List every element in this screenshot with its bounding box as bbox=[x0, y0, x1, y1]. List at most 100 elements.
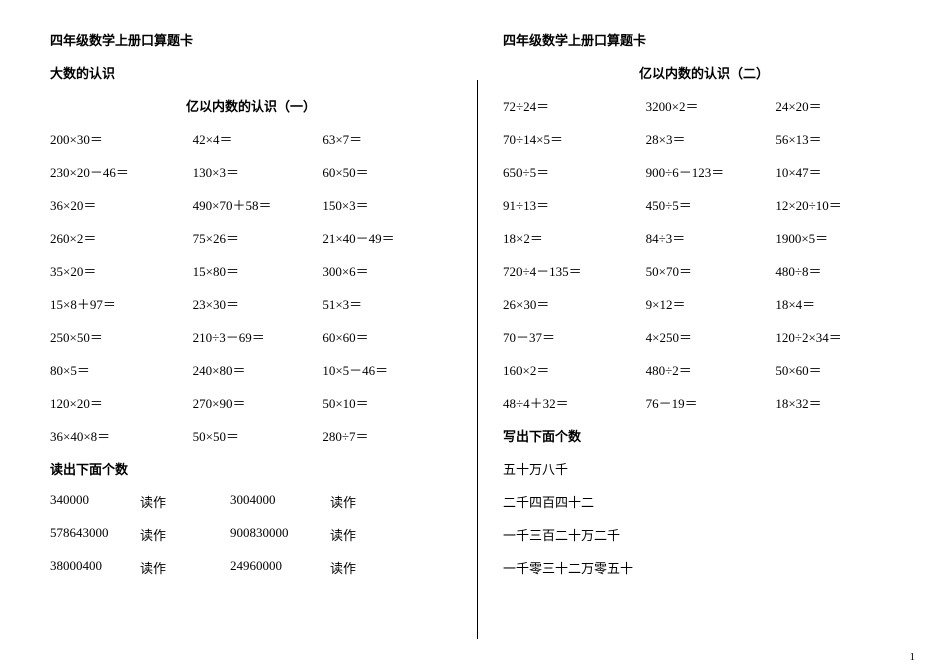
math-row: 120×20＝ 270×90＝ 50×10＝ bbox=[50, 393, 452, 412]
read-number: 3004000 bbox=[230, 492, 330, 511]
math-cell: 900÷6－123＝ bbox=[646, 162, 776, 181]
math-cell: 48÷4＋32＝ bbox=[503, 393, 646, 412]
write-line: 二千四百四十二 bbox=[503, 492, 905, 511]
read-row: 38000400 读作 24960000 读作 bbox=[50, 558, 452, 577]
math-row: 80×5＝ 240×80＝ 10×5－46＝ bbox=[50, 360, 452, 379]
math-cell: 70÷14×5＝ bbox=[503, 129, 646, 148]
math-cell: 130×3＝ bbox=[193, 162, 323, 181]
math-cell: 56×13＝ bbox=[775, 129, 905, 148]
math-cell: 50×50＝ bbox=[193, 426, 323, 445]
page-title-left: 四年级数学上册口算题卡 bbox=[50, 30, 452, 49]
section-subtitle-left-1: 大数的认识 bbox=[50, 63, 452, 82]
math-cell: 70－37＝ bbox=[503, 327, 646, 346]
math-cell: 72÷24＝ bbox=[503, 96, 646, 115]
math-cell: 50×70＝ bbox=[646, 261, 776, 280]
math-cell: 200×30＝ bbox=[50, 129, 193, 148]
math-row: 15×8＋97＝ 23×30＝ 51×3＝ bbox=[50, 294, 452, 313]
math-row: 72÷24＝ 3200×2＝ 24×20＝ bbox=[503, 96, 905, 115]
math-cell: 1900×5＝ bbox=[775, 228, 905, 247]
math-cell: 60×50＝ bbox=[322, 162, 452, 181]
math-row: 650÷5＝ 900÷6－123＝ 10×47＝ bbox=[503, 162, 905, 181]
math-cell: 18×32＝ bbox=[775, 393, 905, 412]
math-cell: 650÷5＝ bbox=[503, 162, 646, 181]
math-cell: 36×40×8＝ bbox=[50, 426, 193, 445]
read-number: 900830000 bbox=[230, 525, 330, 544]
math-cell: 120÷2×34＝ bbox=[775, 327, 905, 346]
math-cell: 18×2＝ bbox=[503, 228, 646, 247]
math-cell: 270×90＝ bbox=[193, 393, 323, 412]
readout-heading: 读出下面个数 bbox=[50, 459, 452, 478]
read-label: 读作 bbox=[330, 558, 390, 577]
page-title-right: 四年级数学上册口算题卡 bbox=[503, 30, 905, 49]
math-cell: 120×20＝ bbox=[50, 393, 193, 412]
math-cell: 160×2＝ bbox=[503, 360, 646, 379]
read-label: 读作 bbox=[330, 525, 390, 544]
math-cell: 24×20＝ bbox=[775, 96, 905, 115]
math-cell: 91÷13＝ bbox=[503, 195, 646, 214]
math-row: 18×2＝ 84÷3＝ 1900×5＝ bbox=[503, 228, 905, 247]
math-cell: 480÷2＝ bbox=[646, 360, 776, 379]
math-cell: 720÷4－135＝ bbox=[503, 261, 646, 280]
right-column: 四年级数学上册口算题卡 亿以内数的认识（二） 72÷24＝ 3200×2＝ 24… bbox=[478, 30, 905, 659]
math-cell: 50×10＝ bbox=[322, 393, 452, 412]
math-row: 260×2＝ 75×26＝ 21×40－49＝ bbox=[50, 228, 452, 247]
read-label: 读作 bbox=[140, 558, 230, 577]
math-cell: 450÷5＝ bbox=[646, 195, 776, 214]
math-cell: 240×80＝ bbox=[193, 360, 323, 379]
write-heading: 写出下面个数 bbox=[503, 426, 905, 445]
math-cell: 51×3＝ bbox=[322, 294, 452, 313]
math-cell: 35×20＝ bbox=[50, 261, 193, 280]
read-label: 读作 bbox=[140, 492, 230, 511]
math-row: 160×2＝ 480÷2＝ 50×60＝ bbox=[503, 360, 905, 379]
math-row: 26×30＝ 9×12＝ 18×4＝ bbox=[503, 294, 905, 313]
math-cell: 3200×2＝ bbox=[646, 96, 776, 115]
math-cell: 4×250＝ bbox=[646, 327, 776, 346]
section-subtitle-left-2: 亿以内数的认识（一） bbox=[50, 96, 452, 115]
math-cell: 15×8＋97＝ bbox=[50, 294, 193, 313]
math-row: 250×50＝ 210÷3－69＝ 60×60＝ bbox=[50, 327, 452, 346]
write-line: 五十万八千 bbox=[503, 459, 905, 478]
math-row: 230×20－46＝ 130×3＝ 60×50＝ bbox=[50, 162, 452, 181]
math-cell: 300×6＝ bbox=[322, 261, 452, 280]
math-cell: 280÷7＝ bbox=[322, 426, 452, 445]
math-cell: 210÷3－69＝ bbox=[193, 327, 323, 346]
section-subtitle-right: 亿以内数的认识（二） bbox=[503, 63, 905, 82]
math-cell: 9×12＝ bbox=[646, 294, 776, 313]
math-row: 36×20＝ 490×70＋58＝ 150×3＝ bbox=[50, 195, 452, 214]
page-number: 1 bbox=[910, 651, 916, 663]
math-cell: 10×5－46＝ bbox=[322, 360, 452, 379]
math-cell: 42×4＝ bbox=[193, 129, 323, 148]
math-row: 720÷4－135＝ 50×70＝ 480÷8＝ bbox=[503, 261, 905, 280]
read-number: 24960000 bbox=[230, 558, 330, 577]
math-row: 35×20＝ 15×80＝ 300×6＝ bbox=[50, 261, 452, 280]
math-row: 91÷13＝ 450÷5＝ 12×20÷10＝ bbox=[503, 195, 905, 214]
write-line: 一千零三十二万零五十 bbox=[503, 558, 905, 577]
read-number: 340000 bbox=[50, 492, 140, 511]
math-row: 200×30＝ 42×4＝ 63×7＝ bbox=[50, 129, 452, 148]
math-cell: 76－19＝ bbox=[646, 393, 776, 412]
math-cell: 10×47＝ bbox=[775, 162, 905, 181]
read-row: 578643000 读作 900830000 读作 bbox=[50, 525, 452, 544]
math-cell: 18×4＝ bbox=[775, 294, 905, 313]
math-cell: 36×20＝ bbox=[50, 195, 193, 214]
math-cell: 28×3＝ bbox=[646, 129, 776, 148]
math-row: 48÷4＋32＝ 76－19＝ 18×32＝ bbox=[503, 393, 905, 412]
math-cell: 26×30＝ bbox=[503, 294, 646, 313]
math-cell: 15×80＝ bbox=[193, 261, 323, 280]
math-cell: 75×26＝ bbox=[193, 228, 323, 247]
math-cell: 63×7＝ bbox=[322, 129, 452, 148]
math-row: 36×40×8＝ 50×50＝ 280÷7＝ bbox=[50, 426, 452, 445]
math-cell: 230×20－46＝ bbox=[50, 162, 193, 181]
read-row: 340000 读作 3004000 读作 bbox=[50, 492, 452, 511]
math-cell: 480÷8＝ bbox=[775, 261, 905, 280]
write-line: 一千三百二十万二千 bbox=[503, 525, 905, 544]
math-cell: 260×2＝ bbox=[50, 228, 193, 247]
math-cell: 21×40－49＝ bbox=[322, 228, 452, 247]
worksheet-page: 四年级数学上册口算题卡 大数的认识 亿以内数的认识（一） 200×30＝ 42×… bbox=[0, 0, 945, 669]
read-label: 读作 bbox=[330, 492, 390, 511]
math-row: 70－37＝ 4×250＝ 120÷2×34＝ bbox=[503, 327, 905, 346]
read-number: 578643000 bbox=[50, 525, 140, 544]
math-cell: 50×60＝ bbox=[775, 360, 905, 379]
math-cell: 12×20÷10＝ bbox=[775, 195, 905, 214]
math-cell: 490×70＋58＝ bbox=[193, 195, 323, 214]
